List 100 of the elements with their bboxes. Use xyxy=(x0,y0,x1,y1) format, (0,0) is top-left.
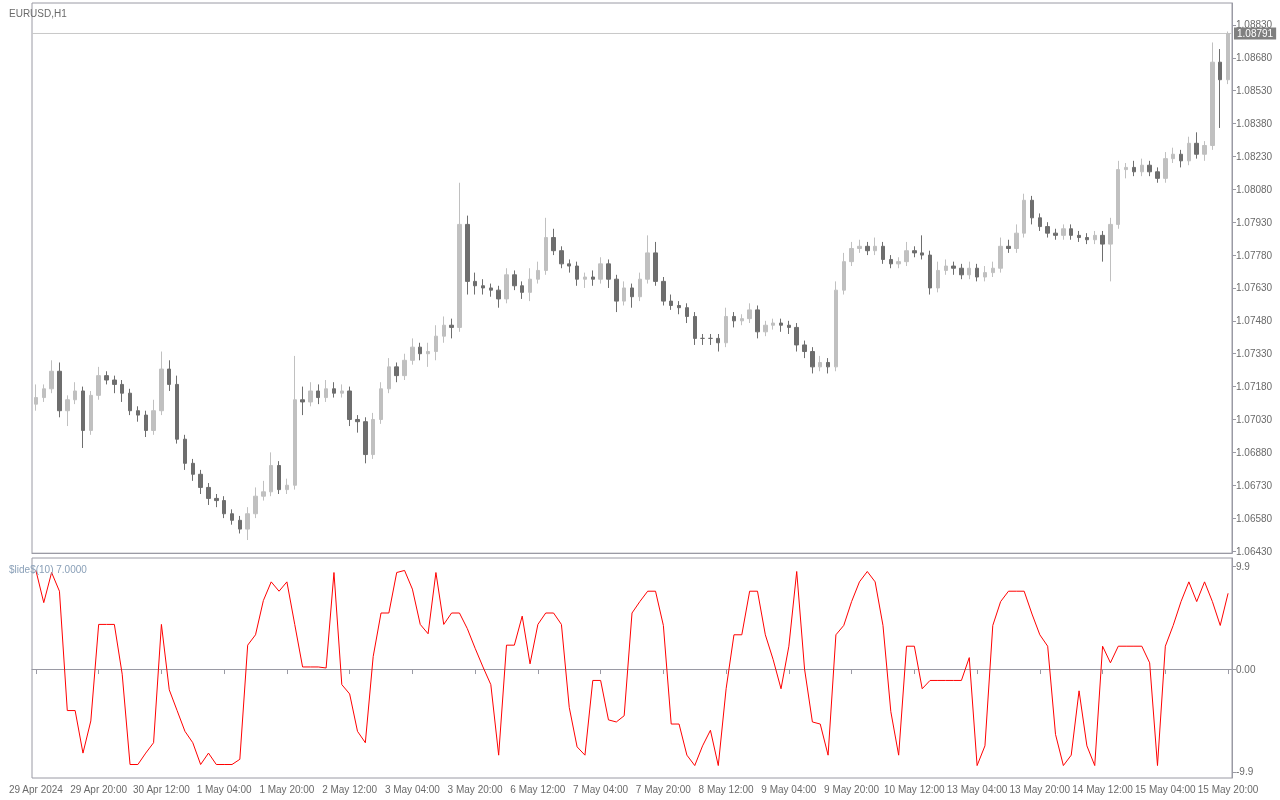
text: $lide$(10) 7.0000 xyxy=(9,563,88,575)
y-tick-label: 0.00 xyxy=(1236,663,1256,675)
candlestick xyxy=(944,258,948,276)
candlestick xyxy=(755,305,760,339)
candlestick xyxy=(394,361,399,383)
candlestick xyxy=(1022,193,1026,239)
candlestick xyxy=(920,234,924,260)
candlestick xyxy=(112,375,117,394)
candlestick xyxy=(410,337,415,366)
candlestick xyxy=(473,272,477,296)
y-tick-label: 1.06730 xyxy=(1236,479,1273,491)
candlestick xyxy=(214,493,219,508)
candlestick xyxy=(638,272,642,302)
candlestick xyxy=(1085,232,1089,245)
x-tick-label: 1 May 20:00 xyxy=(259,783,315,795)
candlestick xyxy=(873,237,877,256)
candlestick xyxy=(1187,136,1191,166)
candlestick xyxy=(622,280,626,306)
candlestick xyxy=(685,302,689,324)
candlestick xyxy=(842,252,846,296)
candlestick xyxy=(998,237,1003,274)
y-tick-label: 1.06880 xyxy=(1236,446,1273,458)
candlestick xyxy=(645,234,650,285)
candlestick xyxy=(606,258,611,289)
candlestick xyxy=(771,318,775,331)
x-tick-label: 30 Apr 12:00 xyxy=(133,783,191,795)
candlestick xyxy=(983,265,987,282)
candlestick xyxy=(1132,160,1136,177)
candlestick xyxy=(567,258,571,274)
y-tick-label: 1.08530 xyxy=(1236,85,1273,97)
x-tick-label: 8 May 12:00 xyxy=(698,783,755,795)
candlestick xyxy=(857,239,862,254)
candlestick xyxy=(528,267,532,302)
candlestick xyxy=(583,272,587,289)
candlestick xyxy=(834,280,838,372)
candlestick xyxy=(912,245,917,258)
candlestick xyxy=(1116,160,1120,230)
candlestick xyxy=(559,245,564,269)
candlestick xyxy=(881,241,885,265)
candlestick xyxy=(928,250,932,296)
candlestick xyxy=(959,263,964,280)
candlestick xyxy=(324,379,328,403)
candlestick xyxy=(810,346,815,374)
candlestick xyxy=(716,333,720,353)
candlestick xyxy=(740,313,744,326)
candlestick xyxy=(481,278,485,296)
candlestick xyxy=(308,381,313,407)
candlestick xyxy=(355,414,360,434)
candlestick xyxy=(183,434,187,471)
candlestick xyxy=(591,269,595,287)
candlestick xyxy=(1077,230,1081,243)
candlestick xyxy=(175,375,179,445)
candlestick xyxy=(371,412,375,460)
candlestick xyxy=(512,269,517,291)
candlestick xyxy=(802,340,807,359)
candlestick xyxy=(144,410,148,438)
candlestick xyxy=(826,357,830,374)
y-tick-label: 1.07780 xyxy=(1236,249,1273,261)
candlestick xyxy=(967,261,971,280)
y-tick-label: 1.06430 xyxy=(1236,545,1273,557)
candlestick xyxy=(1210,41,1215,151)
candlestick xyxy=(732,311,736,328)
candlestick xyxy=(1202,140,1207,162)
candlestick xyxy=(520,280,524,300)
candlestick xyxy=(1163,151,1168,184)
candlestick xyxy=(363,416,368,464)
candlestick xyxy=(504,267,509,304)
candlestick xyxy=(230,508,234,526)
candlestick xyxy=(1124,162,1128,179)
candlestick xyxy=(630,283,634,309)
candlestick xyxy=(1061,223,1066,241)
candlestick xyxy=(544,217,548,276)
candlestick xyxy=(1179,149,1183,168)
candlestick xyxy=(426,342,430,368)
candlestick xyxy=(669,294,673,311)
candlestick xyxy=(551,228,556,256)
x-tick-label: 13 May 20:00 xyxy=(1009,783,1071,795)
candlestick xyxy=(332,381,336,399)
candlestick xyxy=(794,322,799,353)
candlestick xyxy=(1108,217,1113,282)
candlestick xyxy=(57,361,62,418)
candlestick xyxy=(198,469,203,495)
candlestick xyxy=(724,307,728,348)
y-tick-label: 1.08680 xyxy=(1236,52,1273,64)
y-tick-label: 1.08230 xyxy=(1236,150,1273,162)
y-tick-label: 1.07030 xyxy=(1236,413,1273,425)
candlestick xyxy=(1147,160,1152,177)
candlestick xyxy=(347,386,352,427)
x-tick-label: 7 May 04:00 xyxy=(573,783,629,795)
candlestick xyxy=(238,515,242,534)
candlestick xyxy=(536,261,540,285)
x-tick-label: 15 May 20:00 xyxy=(1197,783,1259,795)
candlestick xyxy=(1053,228,1058,241)
candlestick xyxy=(1038,212,1042,232)
candlestick xyxy=(379,381,383,425)
candlestick xyxy=(975,263,979,282)
x-tick-label: 29 Apr 2024 xyxy=(8,783,64,795)
y-tick-label: 1.07330 xyxy=(1236,348,1273,360)
candlestick xyxy=(708,333,713,346)
candlestick xyxy=(449,318,454,339)
